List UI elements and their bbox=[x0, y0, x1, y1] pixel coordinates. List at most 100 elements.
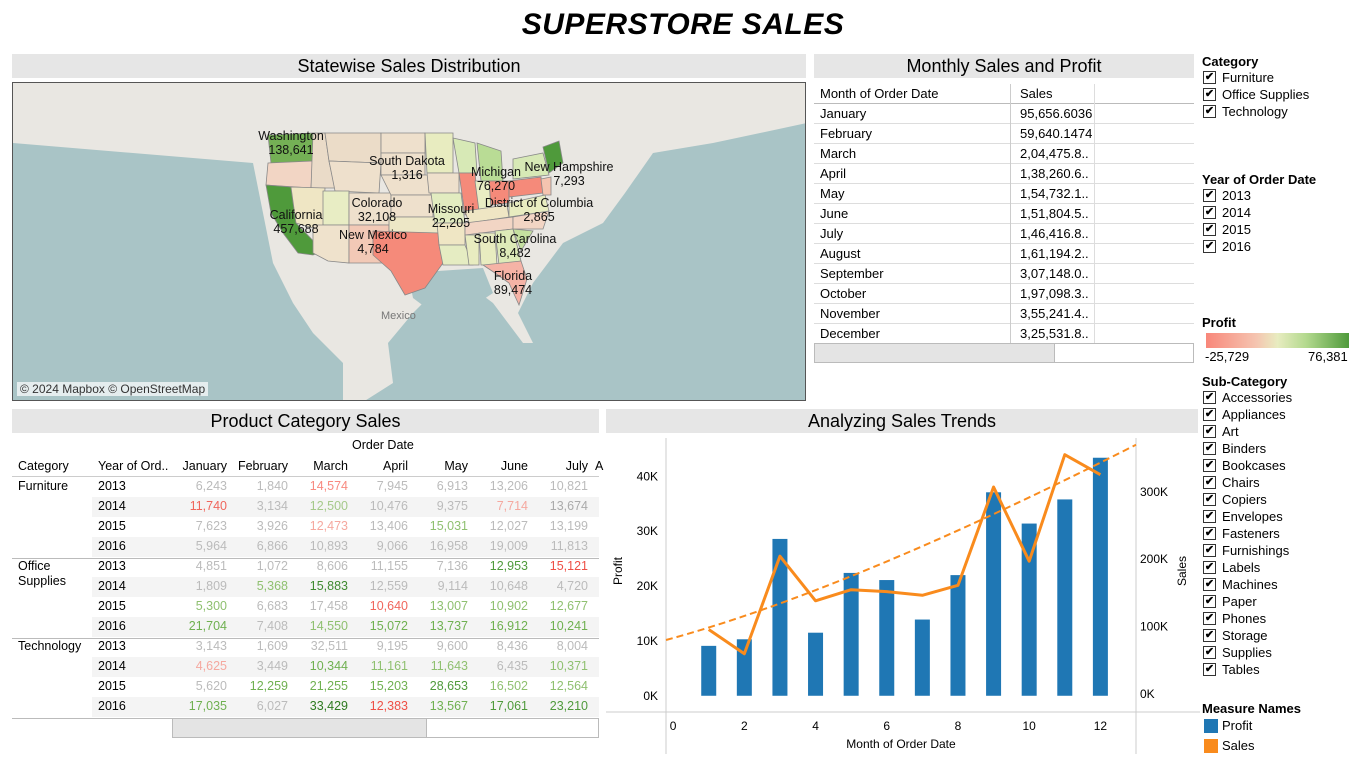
sales-trend-chart[interactable]: 0K 10K 20K 30K 40K 0K 100K 200K 300K 0 2 4 6 8 10 12 Pro… bbox=[606, 434, 1200, 768]
sales-value-cell[interactable]: 16,502 bbox=[489, 679, 528, 693]
sales-value-cell[interactable]: 14,550 bbox=[309, 619, 348, 633]
subcategory-filter-item[interactable]: ✔ Tables bbox=[1202, 661, 1292, 678]
map-state-name[interactable]: Florida bbox=[494, 269, 532, 283]
sales-value-cell[interactable]: 12,500 bbox=[309, 499, 348, 513]
col-header-month[interactable]: June bbox=[500, 459, 528, 473]
map-attribution[interactable]: © 2024 Mapbox © OpenStreetMap bbox=[17, 382, 209, 396]
sales-value-cell[interactable]: 17,035 bbox=[188, 699, 227, 713]
map-state-name[interactable]: Missouri bbox=[428, 202, 475, 216]
col-header-month[interactable]: May bbox=[444, 459, 468, 473]
sales-value-cell[interactable]: 5,964 bbox=[195, 539, 227, 553]
monthly-table-row[interactable]: December 3,25,531.8.. bbox=[814, 324, 1194, 344]
col-header-month[interactable]: January bbox=[182, 459, 227, 473]
map-state-name[interactable]: Washington bbox=[258, 129, 324, 143]
map-state-name[interactable]: New Hampshire bbox=[525, 160, 614, 174]
sales-value-cell[interactable]: 3,449 bbox=[256, 659, 288, 673]
monthly-table-row[interactable]: February 59,640.1474 bbox=[814, 124, 1194, 144]
sales-value-cell[interactable]: 12,953 bbox=[489, 559, 528, 573]
monthly-table-row[interactable]: October 1,97,098.3.. bbox=[814, 284, 1194, 304]
sales-value-cell[interactable]: 16,912 bbox=[489, 619, 528, 633]
checkbox-checked-icon[interactable]: ✔ bbox=[1203, 476, 1216, 489]
checkbox-checked-icon[interactable]: ✔ bbox=[1203, 223, 1216, 236]
monthly-table-row[interactable]: November 3,55,241.4.. bbox=[814, 304, 1194, 324]
checkbox-checked-icon[interactable]: ✔ bbox=[1203, 510, 1216, 523]
sales-value-cell[interactable]: 6,435 bbox=[496, 659, 528, 673]
monthly-table-scrollbar[interactable] bbox=[814, 343, 1194, 363]
sales-value-cell[interactable]: 10,902 bbox=[489, 599, 528, 613]
sales-value-cell[interactable]: 11,643 bbox=[430, 659, 468, 673]
monthly-table-row[interactable]: July 1,46,416.8.. bbox=[814, 224, 1194, 244]
subcategory-filter-item[interactable]: ✔ Accessories bbox=[1202, 389, 1292, 406]
sales-value-cell[interactable]: 13,737 bbox=[429, 619, 468, 633]
sales-value-cell[interactable]: 13,674 bbox=[549, 499, 588, 513]
sales-value-cell[interactable]: 3,134 bbox=[256, 499, 288, 513]
sales-value-cell[interactable]: 23,210 bbox=[549, 699, 588, 713]
measure-legend-item[interactable]: Profit bbox=[1202, 716, 1301, 736]
subcategory-filter-item[interactable]: ✔ Furnishings bbox=[1202, 542, 1292, 559]
monthly-table-scroll-thumb[interactable] bbox=[815, 344, 1055, 362]
sales-value-cell[interactable]: 12,027 bbox=[489, 519, 528, 533]
sales-value-cell[interactable]: 11,155 bbox=[370, 559, 408, 573]
statewise-sales-map[interactable]: Mexico Washington 138,641 South Dakota 1,31… bbox=[12, 82, 806, 401]
sales-value-cell[interactable]: 11,813 bbox=[550, 539, 588, 553]
sales-value-cell[interactable]: 10,648 bbox=[489, 579, 528, 593]
sales-value-cell[interactable]: 4,720 bbox=[556, 579, 588, 593]
sales-value-cell[interactable]: 9,600 bbox=[436, 639, 468, 653]
sales-value-cell[interactable]: 15,883 bbox=[309, 579, 348, 593]
sales-value-cell[interactable]: 3,143 bbox=[195, 639, 227, 653]
sales-value-cell[interactable]: 16,958 bbox=[429, 539, 468, 553]
profit-bar[interactable] bbox=[1057, 499, 1073, 696]
checkbox-checked-icon[interactable]: ✔ bbox=[1203, 493, 1216, 506]
sales-value-cell[interactable]: 3,926 bbox=[256, 519, 288, 533]
map-state-name[interactable]: Michigan bbox=[471, 165, 521, 179]
checkbox-checked-icon[interactable]: ✔ bbox=[1203, 408, 1216, 421]
measure-legend-item[interactable]: Sales bbox=[1202, 736, 1301, 756]
product-table-scroll-thumb[interactable] bbox=[173, 719, 427, 737]
checkbox-checked-icon[interactable]: ✔ bbox=[1203, 391, 1216, 404]
sales-value-cell[interactable]: 8,606 bbox=[316, 559, 348, 573]
sales-line[interactable] bbox=[707, 453, 1102, 656]
checkbox-checked-icon[interactable]: ✔ bbox=[1203, 612, 1216, 625]
monthly-table-row[interactable]: August 1,61,194.2.. bbox=[814, 244, 1194, 264]
sales-value-cell[interactable]: 32,511 bbox=[310, 639, 348, 653]
sales-value-cell[interactable]: 1,072 bbox=[256, 559, 288, 573]
sales-value-cell[interactable]: 21,255 bbox=[309, 679, 348, 693]
sales-value-cell[interactable]: 10,640 bbox=[369, 599, 408, 613]
col-header-year[interactable]: Year of Ord.. bbox=[98, 459, 169, 473]
sales-value-cell[interactable]: 12,559 bbox=[369, 579, 408, 593]
monthly-table-row[interactable]: January 95,656.6036 bbox=[814, 104, 1194, 124]
map-state-name[interactable]: District of Columbia bbox=[485, 196, 593, 210]
profit-bar[interactable] bbox=[1021, 523, 1037, 696]
sales-value-cell[interactable]: 1,840 bbox=[256, 479, 288, 493]
category-filter-item[interactable]: ✔ Furniture bbox=[1202, 69, 1309, 86]
monthly-table-row[interactable]: September 3,07,148.0.. bbox=[814, 264, 1194, 284]
map-state-name[interactable]: South Dakota bbox=[369, 154, 445, 168]
subcategory-filter-item[interactable]: ✔ Fasteners bbox=[1202, 525, 1292, 542]
sales-value-cell[interactable]: 7,714 bbox=[496, 499, 528, 513]
sales-value-cell[interactable]: 12,564 bbox=[549, 679, 588, 693]
sales-value-cell[interactable]: 7,623 bbox=[195, 519, 227, 533]
sales-value-cell[interactable]: 5,620 bbox=[195, 679, 227, 693]
sales-value-cell[interactable]: 8,004 bbox=[556, 639, 588, 653]
checkbox-checked-icon[interactable]: ✔ bbox=[1203, 544, 1216, 557]
subcategory-filter-item[interactable]: ✔ Binders bbox=[1202, 440, 1292, 457]
profit-bar[interactable] bbox=[1092, 457, 1108, 696]
sales-value-cell[interactable]: 10,893 bbox=[309, 539, 348, 553]
subcategory-filter-item[interactable]: ✔ Copiers bbox=[1202, 491, 1292, 508]
checkbox-checked-icon[interactable]: ✔ bbox=[1203, 459, 1216, 472]
sales-value-cell[interactable]: 19,009 bbox=[489, 539, 528, 553]
checkbox-checked-icon[interactable]: ✔ bbox=[1203, 561, 1216, 574]
sales-value-cell[interactable]: 15,072 bbox=[369, 619, 408, 633]
sales-value-cell[interactable]: 15,031 bbox=[429, 519, 468, 533]
sales-value-cell[interactable]: 28,653 bbox=[429, 679, 468, 693]
sales-value-cell[interactable]: 6,866 bbox=[256, 539, 288, 553]
sales-value-cell[interactable]: 6,243 bbox=[195, 479, 227, 493]
category-filter-item[interactable]: ✔ Office Supplies bbox=[1202, 86, 1309, 103]
checkbox-checked-icon[interactable]: ✔ bbox=[1203, 189, 1216, 202]
checkbox-checked-icon[interactable]: ✔ bbox=[1203, 105, 1216, 118]
subcategory-filter-item[interactable]: ✔ Storage bbox=[1202, 627, 1292, 644]
checkbox-checked-icon[interactable]: ✔ bbox=[1203, 663, 1216, 676]
subcategory-filter-item[interactable]: ✔ Phones bbox=[1202, 610, 1292, 627]
sales-value-cell[interactable]: 12,383 bbox=[369, 699, 408, 713]
sales-value-cell[interactable]: 10,344 bbox=[309, 659, 348, 673]
